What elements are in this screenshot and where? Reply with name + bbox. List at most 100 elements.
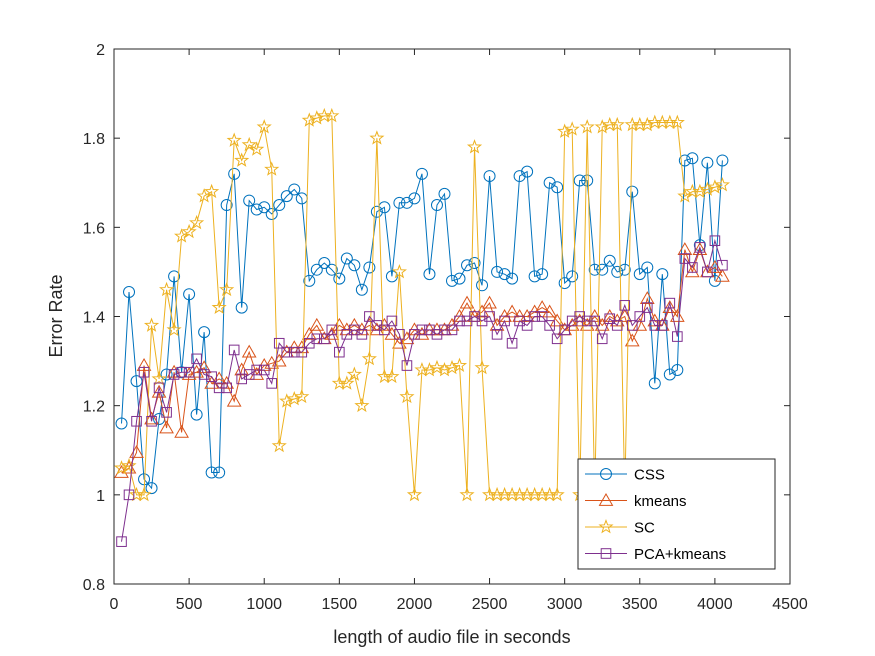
data-point-css (536, 268, 549, 281)
data-point-css (446, 274, 458, 287)
data-point-css (558, 277, 571, 290)
x-tick-label: 2500 (472, 596, 508, 613)
data-point-kmeans (459, 295, 475, 309)
data-point-pca-kmeans (319, 333, 330, 345)
legend-item-kmeans: kmeans (585, 492, 687, 510)
data-point-pca-kmeans (604, 313, 616, 325)
data-point-pca-kmeans (634, 311, 646, 322)
data-point-css (160, 368, 173, 381)
data-point-pca-kmeans (183, 366, 195, 378)
data-point-kmeans (602, 308, 618, 322)
data-point-pca-kmeans (596, 333, 608, 345)
data-point-css (310, 263, 323, 276)
data-point-css (453, 272, 466, 285)
series-pca-kmeans (116, 235, 728, 547)
data-point-kmeans (677, 242, 693, 255)
data-point-pca-kmeans (379, 324, 390, 336)
data-point-sc (181, 223, 197, 239)
data-point-css (603, 254, 616, 267)
data-point-sc (361, 350, 377, 366)
data-point-css (528, 270, 541, 283)
data-point-pca-kmeans (484, 311, 495, 322)
data-point-sc (669, 114, 685, 129)
data-point-css (618, 263, 631, 276)
data-point-css (678, 154, 691, 167)
legend-item-pca-kmeans: PCA+kmeans (585, 546, 726, 563)
data-point-sc (264, 161, 280, 176)
data-point-pca-kmeans (664, 297, 676, 309)
data-point-pca-kmeans (168, 369, 180, 380)
data-point-pca-kmeans (153, 382, 165, 394)
data-point-sc (384, 368, 400, 384)
data-point-pca-kmeans (266, 378, 278, 389)
data-point-css (318, 257, 331, 269)
data-point-css (415, 167, 428, 180)
data-point-sc (189, 214, 205, 230)
data-point-kmeans (144, 411, 159, 425)
x-tick-label: 3500 (622, 596, 658, 613)
data-point-css (355, 283, 368, 296)
data-point-sc (459, 486, 475, 502)
data-point-css (213, 466, 226, 479)
data-point-css (521, 165, 534, 178)
data-point-css (288, 183, 301, 196)
data-point-css (498, 268, 511, 281)
data-point-kmeans (482, 295, 497, 309)
series-sc (113, 107, 730, 502)
x-tick-label: 4500 (772, 596, 808, 613)
series-layer (113, 107, 730, 547)
data-point-pca-kmeans (619, 300, 631, 311)
data-point-css (190, 408, 203, 421)
data-point-sc (474, 359, 490, 375)
x-tick-label: 2000 (397, 596, 433, 613)
data-point-css (198, 326, 211, 339)
data-point-sc (354, 397, 370, 413)
data-point-pca-kmeans (694, 242, 706, 253)
y-tick-label: 1.8 (83, 131, 105, 148)
data-point-css (633, 268, 646, 281)
y-tick-label: 0.8 (83, 577, 105, 594)
data-point-pca-kmeans (161, 407, 172, 418)
data-point-css (566, 270, 579, 283)
data-point-sc (151, 370, 167, 386)
data-point-kmeans (211, 371, 227, 385)
data-point-sc (429, 359, 445, 375)
data-point-pca-kmeans (273, 337, 285, 349)
data-point-css (551, 181, 564, 194)
legend-label: kmeans (634, 493, 687, 510)
data-point-sc (406, 486, 423, 502)
data-point-css (588, 263, 601, 276)
data-point-kmeans (226, 393, 242, 407)
data-point-pca-kmeans (221, 382, 232, 394)
data-point-kmeans (174, 424, 189, 438)
data-point-css (123, 285, 136, 298)
data-point-kmeans (151, 384, 167, 398)
data-point-kmeans (249, 366, 265, 380)
data-point-sc (136, 486, 152, 502)
data-point-sc (294, 388, 310, 404)
data-point-css (250, 203, 263, 216)
data-point-pca-kmeans (123, 489, 135, 501)
y-tick-label: 1.2 (83, 399, 105, 416)
data-point-sc (226, 132, 242, 147)
data-point-pca-kmeans (626, 320, 638, 331)
legend-label: SC (634, 520, 655, 537)
data-point-css (573, 174, 586, 187)
data-point-pca-kmeans (611, 320, 623, 331)
data-point-kmeans (189, 364, 204, 378)
data-point-css (243, 194, 256, 207)
data-point-css (258, 201, 271, 214)
data-point-pca-kmeans (401, 360, 413, 371)
data-point-pca-kmeans (581, 315, 593, 327)
x-axis-label: length of audio file in seconds (333, 627, 570, 647)
data-point-css (461, 259, 474, 272)
data-point-sc (204, 183, 220, 199)
data-point-css (265, 207, 278, 220)
data-point-pca-kmeans (641, 302, 653, 313)
data-point-kmeans (534, 300, 550, 313)
data-point-pca-kmeans (356, 329, 368, 340)
data-point-pca-kmeans (311, 333, 323, 345)
data-point-css (115, 417, 128, 430)
data-point-kmeans (166, 364, 182, 378)
